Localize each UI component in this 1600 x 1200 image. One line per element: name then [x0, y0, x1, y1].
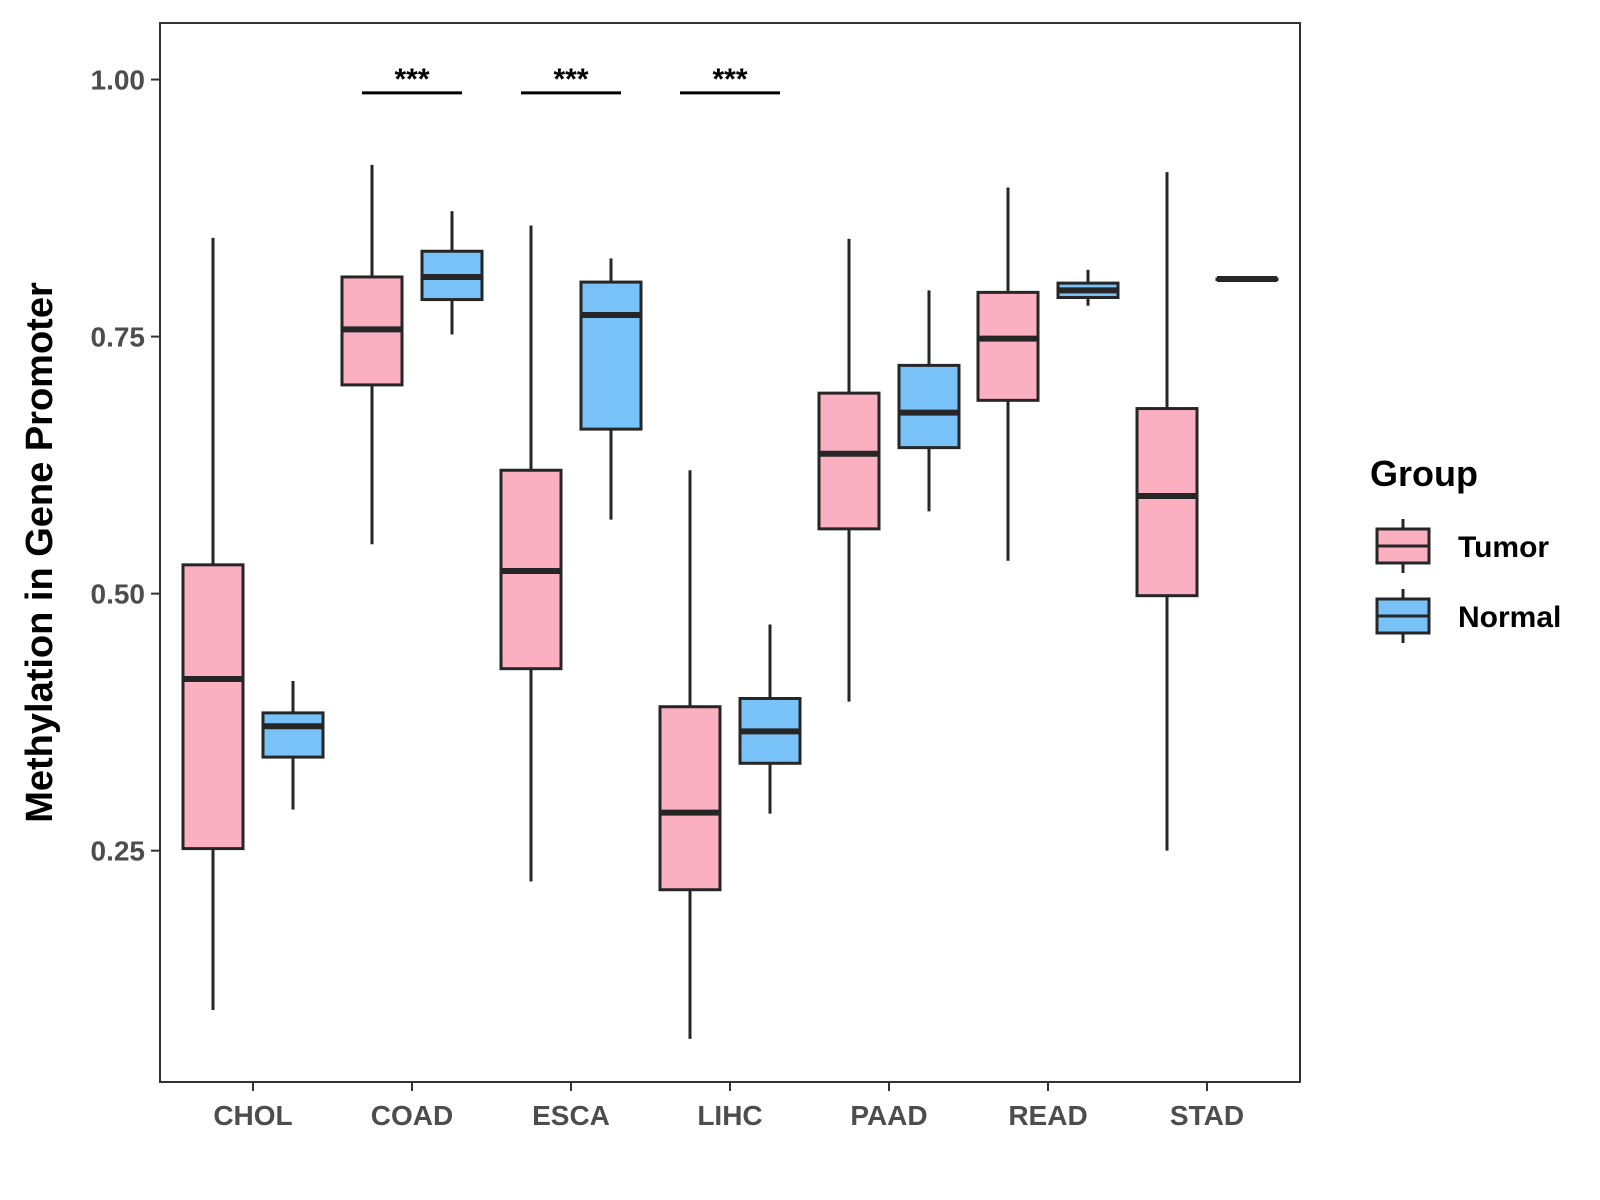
y-tick-label: 0.75 [91, 322, 146, 353]
box-iqr [1135, 407, 1199, 598]
box-normal-lihc [738, 624, 802, 814]
x-tick-label: STAD [1170, 1100, 1244, 1131]
box-normal-read [1056, 269, 1120, 306]
box-iqr [817, 391, 881, 531]
box-normal-coad [420, 211, 484, 335]
x-tick-label: CHOL [213, 1100, 292, 1131]
plot-area: *** *** *** [181, 63, 1279, 1039]
box-tumor-lihc [658, 470, 722, 1039]
box-tumor-coad [340, 164, 404, 545]
box-iqr [976, 290, 1040, 402]
box-tumor-chol [181, 237, 245, 1011]
box-tumor-read [976, 187, 1040, 561]
box-iqr [181, 563, 245, 851]
x-tick-label: COAD [371, 1100, 453, 1131]
box-iqr [261, 711, 325, 759]
legend: Group Tumor Normal [1370, 453, 1561, 643]
y-tick-label: 0.50 [91, 579, 146, 610]
x-tick-label: READ [1008, 1100, 1087, 1131]
box-tumor-stad [1135, 172, 1199, 851]
box-tumor-esca [499, 225, 563, 882]
box-iqr [658, 705, 722, 892]
box-iqr [579, 280, 643, 431]
legend-item-normal: Normal [1375, 589, 1561, 643]
box-normal-stad [1215, 276, 1279, 283]
x-tick-label: PAAD [850, 1100, 927, 1131]
legend-title: Group [1370, 453, 1478, 494]
x-tick-label: LIHC [697, 1100, 762, 1131]
box-normal-paad [897, 290, 961, 512]
axes: 0.25 0.50 0.75 1.00 CHOL COAD ESCA LIHC PAAD READ… [91, 65, 1245, 1131]
legend-label: Tumor [1458, 531, 1549, 564]
box-tumor-paad [817, 238, 881, 702]
y-tick-label: 0.25 [91, 836, 146, 867]
significance-label: *** [394, 63, 429, 96]
box-normal-chol [261, 681, 325, 810]
box-normal-esca [579, 258, 643, 520]
box-iqr [897, 363, 961, 450]
significance-label: *** [712, 63, 747, 96]
y-axis-title: Methylation in Gene Promoter [19, 282, 61, 823]
legend-item-tumor: Tumor [1375, 519, 1549, 573]
legend-label: Normal [1458, 601, 1561, 634]
y-tick-label: 1.00 [91, 65, 146, 96]
significance-label: *** [553, 63, 588, 96]
x-tick-label: ESCA [532, 1100, 610, 1131]
